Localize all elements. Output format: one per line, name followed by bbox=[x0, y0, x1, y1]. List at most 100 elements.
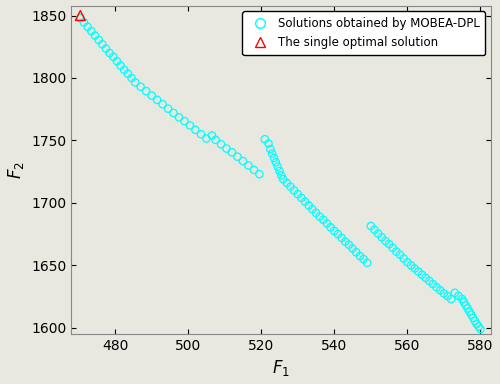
Point bbox=[88, 28, 96, 34]
Point bbox=[261, 136, 269, 142]
Point bbox=[330, 228, 338, 234]
Point bbox=[208, 132, 216, 139]
Point bbox=[338, 235, 345, 241]
Point bbox=[266, 146, 274, 152]
Point bbox=[363, 260, 371, 266]
Point bbox=[476, 326, 484, 332]
Point bbox=[301, 199, 309, 205]
Point bbox=[348, 245, 356, 252]
Point bbox=[436, 287, 444, 293]
Point bbox=[396, 252, 404, 258]
Point bbox=[466, 308, 473, 314]
Point bbox=[109, 54, 117, 60]
Point bbox=[158, 101, 166, 107]
Point bbox=[106, 50, 114, 56]
Point bbox=[272, 159, 280, 166]
Point bbox=[142, 88, 150, 94]
Point bbox=[473, 321, 481, 327]
Point bbox=[418, 271, 426, 278]
Point bbox=[474, 323, 482, 329]
Point bbox=[352, 249, 360, 255]
Point bbox=[429, 281, 437, 287]
Point bbox=[131, 79, 139, 85]
Point bbox=[454, 293, 462, 299]
Point bbox=[345, 242, 353, 248]
Point bbox=[250, 167, 258, 173]
Point bbox=[432, 284, 440, 290]
Point bbox=[264, 141, 272, 147]
Point bbox=[360, 256, 368, 262]
Point bbox=[202, 136, 210, 142]
Point bbox=[153, 97, 161, 103]
Legend: Solutions obtained by MOBEA-DPL, The single optimal solution: Solutions obtained by MOBEA-DPL, The sin… bbox=[242, 12, 486, 55]
Point bbox=[217, 141, 225, 147]
Point bbox=[410, 265, 418, 271]
Point bbox=[276, 168, 283, 174]
Point bbox=[80, 19, 88, 25]
Point bbox=[308, 206, 316, 212]
Point bbox=[400, 255, 407, 262]
Point bbox=[197, 131, 205, 137]
Point bbox=[444, 293, 452, 299]
Point bbox=[422, 275, 430, 281]
Point bbox=[460, 299, 468, 305]
Point bbox=[341, 238, 349, 245]
Point bbox=[148, 93, 156, 99]
Point bbox=[334, 231, 342, 237]
Point bbox=[278, 172, 285, 179]
Point bbox=[458, 296, 466, 302]
Point bbox=[212, 137, 220, 143]
Point bbox=[407, 262, 415, 268]
Point bbox=[464, 305, 471, 311]
X-axis label: $F_1$: $F_1$ bbox=[272, 358, 290, 379]
Point bbox=[451, 290, 459, 296]
Point bbox=[326, 224, 334, 230]
Point bbox=[128, 75, 136, 81]
Point bbox=[385, 241, 393, 247]
Point bbox=[136, 84, 144, 90]
Point bbox=[471, 318, 479, 324]
Point bbox=[76, 12, 84, 18]
Point bbox=[234, 154, 241, 160]
Point bbox=[102, 46, 110, 52]
Point bbox=[469, 315, 477, 321]
Point bbox=[392, 248, 400, 255]
Point bbox=[378, 234, 386, 240]
Point bbox=[91, 33, 99, 39]
Point bbox=[323, 220, 331, 227]
Point bbox=[244, 162, 252, 169]
Point bbox=[462, 302, 470, 308]
Point bbox=[228, 149, 236, 156]
Point bbox=[367, 223, 375, 229]
Point bbox=[180, 118, 188, 124]
Point bbox=[382, 238, 390, 244]
Point bbox=[256, 171, 264, 177]
Point bbox=[84, 24, 92, 30]
Point bbox=[124, 71, 132, 77]
Point bbox=[186, 122, 194, 129]
Point bbox=[268, 151, 276, 157]
Point bbox=[116, 63, 124, 69]
Point bbox=[290, 187, 298, 194]
Point bbox=[304, 202, 312, 209]
Point bbox=[222, 146, 230, 152]
Point bbox=[447, 296, 455, 302]
Point bbox=[426, 278, 434, 284]
Point bbox=[414, 268, 422, 275]
Point bbox=[298, 195, 306, 201]
Point bbox=[374, 230, 382, 237]
Point bbox=[370, 227, 378, 233]
Point bbox=[316, 214, 324, 220]
Point bbox=[279, 176, 287, 182]
Point bbox=[113, 58, 121, 64]
Y-axis label: $F_2$: $F_2$ bbox=[6, 161, 25, 179]
Point bbox=[356, 253, 364, 259]
Point bbox=[440, 290, 448, 296]
Point bbox=[388, 245, 396, 251]
Point bbox=[320, 217, 328, 223]
Point bbox=[76, 15, 84, 21]
Point bbox=[294, 191, 302, 197]
Point bbox=[239, 158, 247, 164]
Point bbox=[192, 127, 200, 133]
Point bbox=[286, 184, 294, 190]
